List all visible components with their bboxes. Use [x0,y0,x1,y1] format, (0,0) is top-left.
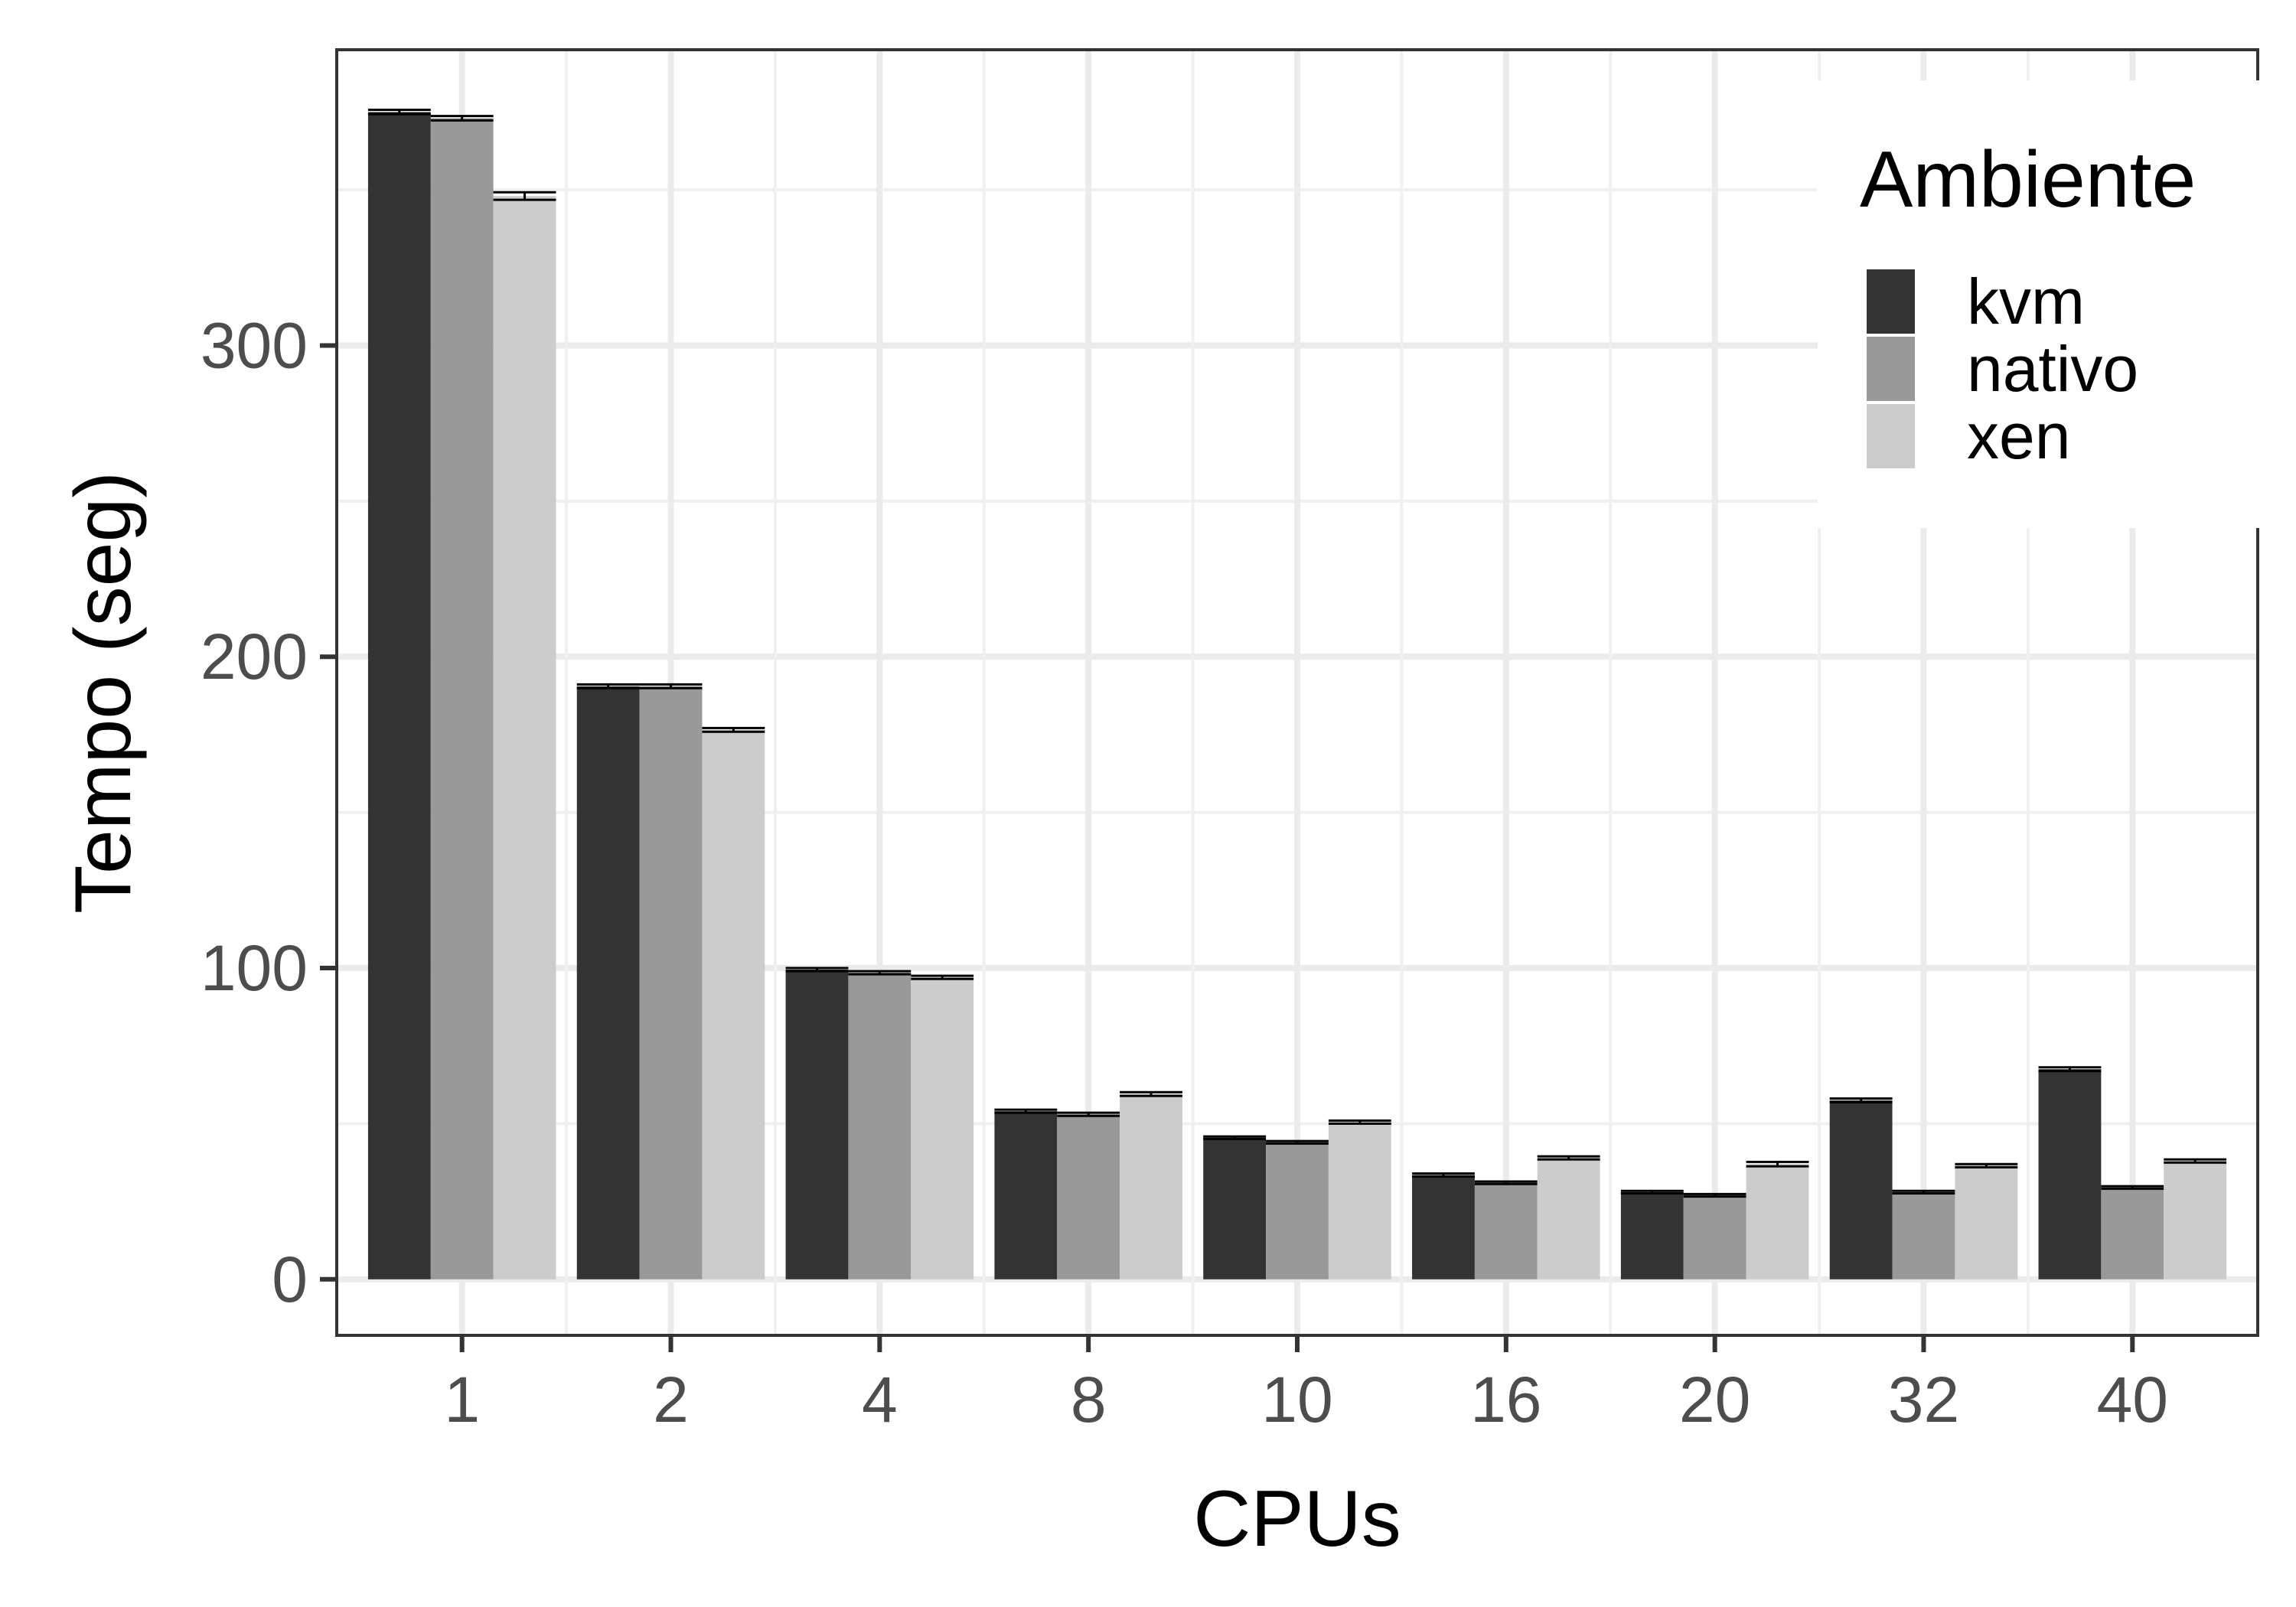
legend-key-kvm [1864,266,1918,337]
axes: 0 100 200 300 1 2 4 8 10 16 20 32 40 [201,309,2168,1436]
error-bar-nativo-16 [1474,1180,1538,1185]
y-tick-label: 200 [201,621,308,693]
bar-nativo-1 [430,118,494,1279]
bar-xen-2 [702,729,765,1279]
x-tick-label: 32 [1888,1364,1959,1436]
error-bar-xen-2 [702,726,765,733]
error-bar-nativo-4 [848,970,912,976]
bar-xen-40 [2164,1161,2227,1279]
x-tick-label: 8 [1071,1364,1107,1436]
bar-xen-1 [493,196,556,1279]
error-bar-xen-40 [2164,1158,2227,1164]
error-bar-nativo-10 [1266,1139,1329,1145]
bar-nativo-8 [1057,1114,1120,1279]
error-bar-kvm-8 [994,1108,1058,1114]
bar-xen-4 [911,977,974,1279]
x-axis-title: CPUs [1193,1475,1401,1563]
error-bar-xen-20 [1746,1160,1809,1168]
x-tick-label: 40 [2097,1364,2168,1436]
bar-xen-10 [1328,1122,1391,1279]
legend-key-nativo [1864,334,1918,404]
x-tick-label: 10 [1261,1364,1332,1436]
bar-kvm-4 [785,970,849,1279]
bar-xen-32 [1955,1165,2018,1279]
error-bar-kvm-10 [1203,1135,1267,1140]
bar-xen-20 [1746,1164,1809,1279]
error-bar-xen-16 [1537,1155,1600,1161]
error-bar-kvm-20 [1620,1189,1684,1195]
error-bar-kvm-1 [367,109,431,116]
bar-xen-16 [1537,1158,1600,1279]
bar-nativo-40 [2101,1187,2164,1279]
error-bar-nativo-2 [639,683,703,689]
error-bar-nativo-20 [1683,1192,1746,1198]
bar-kvm-32 [1829,1100,1893,1279]
bar-kvm-16 [1412,1175,1475,1279]
x-tick-label: 4 [862,1364,898,1436]
error-bar-xen-32 [1955,1162,2018,1169]
error-bar-nativo-8 [1057,1111,1120,1117]
y-tick-label: 0 [272,1244,308,1315]
error-bar-xen-4 [911,974,974,980]
bars [367,109,2227,1279]
legend-key-xen [1864,401,1918,471]
x-tick-label: 2 [653,1364,689,1436]
bar-kvm-1 [367,112,431,1279]
error-bar-kvm-40 [2038,1066,2102,1073]
bar-xen-8 [1120,1094,1182,1279]
error-bar-xen-10 [1328,1119,1391,1125]
error-bar-xen-1 [493,191,556,201]
bar-kvm-10 [1203,1137,1267,1279]
bar-nativo-10 [1266,1142,1329,1279]
bar-nativo-32 [1892,1191,1955,1279]
y-axis-title: Tempo (seg) [59,471,148,914]
y-tick-label: 300 [201,309,308,381]
error-bar-nativo-1 [430,115,494,122]
error-bar-kvm-2 [576,683,640,689]
error-bar-kvm-32 [1829,1097,1893,1103]
error-bar-nativo-32 [1892,1189,1955,1195]
legend-label-xen: xen [1967,400,2070,472]
bar-nativo-4 [848,973,912,1279]
error-bar-kvm-4 [785,966,849,973]
bar-nativo-20 [1683,1195,1746,1279]
y-tick-label: 100 [201,932,308,1004]
bar-kvm-20 [1620,1191,1684,1279]
x-tick-label: 1 [444,1364,480,1436]
legend-title: Ambiente [1860,135,2196,224]
bar-nativo-16 [1474,1182,1538,1279]
bar-kvm-2 [576,686,640,1279]
bar-kvm-8 [994,1111,1058,1279]
legend-label-kvm: kvm [1967,266,2085,337]
bar-nativo-2 [639,686,703,1279]
error-bar-kvm-16 [1412,1172,1475,1178]
error-bar-xen-8 [1120,1090,1182,1097]
x-tick-label: 20 [1679,1364,1750,1436]
legend-label-nativo: nativo [1967,333,2138,405]
x-tick-label: 16 [1470,1364,1541,1436]
bar-kvm-40 [2038,1069,2102,1279]
error-bar-nativo-40 [2101,1185,2164,1190]
